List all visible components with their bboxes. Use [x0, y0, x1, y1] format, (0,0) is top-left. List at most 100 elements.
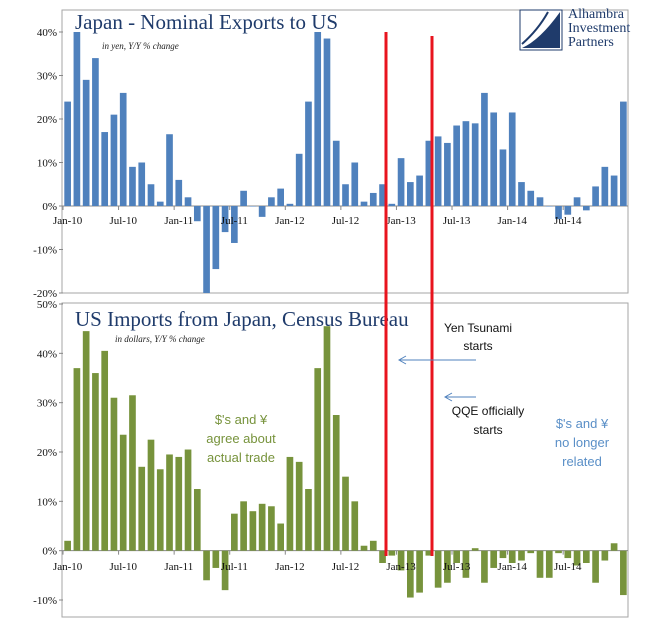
chart1-bar	[305, 101, 312, 206]
chart1-bar	[369, 192, 377, 206]
chart1-bar	[388, 203, 396, 206]
chart1-bar	[555, 206, 562, 220]
chart1-bar	[453, 125, 460, 206]
chart1-x-tick-label: Jan-12	[275, 215, 304, 227]
chart2-bar	[555, 550, 562, 554]
logo-line-3: Partners	[568, 35, 614, 50]
annotation-agree-l3: actual trade	[207, 450, 275, 465]
chart2-bar	[119, 434, 127, 551]
chart1-bar	[360, 201, 368, 206]
chart2-x-tick-label: Jan-12	[275, 561, 304, 573]
chart2-bar	[369, 540, 377, 551]
chart1-bar	[286, 203, 294, 206]
chart1-bar	[610, 175, 618, 206]
annotation-yen-tsunami-l1: Yen Tsunami	[444, 321, 512, 335]
chart2-bar	[434, 550, 442, 588]
chart1-y-tick-label: 40%	[37, 27, 57, 39]
chart1-y-tick-label: 20%	[37, 114, 57, 126]
chart2-bar	[620, 550, 627, 596]
chart1-bar	[379, 184, 386, 206]
chart1-bar	[203, 206, 210, 293]
chart2-x-tick-label: Jan-10	[53, 561, 83, 573]
chart1-x-tick-label: Jul-13	[443, 215, 471, 227]
chart1-bar	[471, 123, 479, 206]
chart1-y-tick-label: 10%	[37, 158, 57, 170]
chart2-bar	[573, 550, 581, 566]
chart2-bar	[601, 550, 609, 561]
chart1-bar	[545, 206, 553, 207]
chart1-bar	[193, 206, 201, 222]
chart1-bar	[620, 101, 627, 206]
chart2-x-tick-label: Jul-14	[554, 561, 582, 573]
chart1-bar	[101, 132, 109, 206]
logo-line-1: Alhambra	[568, 7, 624, 22]
chart1-x-axis: Jan-10 Jul-10 Jan-11 Jul-11 Jan-12 Jul-12 Jan-…	[53, 206, 582, 227]
chart2-bar	[425, 550, 433, 556]
arrow-yen-tsunami-head	[397, 355, 407, 365]
chart2-bar	[92, 373, 99, 551]
chart1-bar	[518, 182, 525, 206]
chart2-bar	[138, 466, 146, 551]
chart2-y-tick-label: 0%	[42, 546, 57, 558]
chart2-x-tick-label: Jul-11	[221, 561, 248, 573]
chart2-bar	[305, 489, 312, 551]
chart1-bar	[221, 206, 229, 233]
chart1-y-tick-label: -10%	[33, 245, 57, 257]
annotation-qqe-l1: QQE officially	[452, 404, 524, 418]
chart2-bar	[444, 550, 451, 583]
chart2-bar	[518, 550, 525, 561]
chart2-bar	[490, 550, 498, 568]
chart1-bar	[481, 92, 488, 206]
chart2-bar	[101, 350, 109, 551]
chart1-x-tick-label: Jul-12	[332, 215, 360, 227]
chart1-bar	[156, 201, 164, 206]
chart2-bar	[582, 550, 590, 563]
chart2-bar	[462, 550, 470, 578]
chart1-bar	[184, 197, 192, 206]
chart2-bar	[147, 439, 155, 551]
chart1-bar	[314, 32, 322, 206]
chart1-bar	[147, 184, 155, 206]
chart1-bar	[592, 186, 599, 206]
alhambra-logo-text: Alhambra Investment Partners	[568, 8, 630, 50]
chart2-x-axis: Jan-10 Jul-10 Jan-11 Jul-11 Jan-12 Jul-12 Jan-…	[53, 550, 582, 573]
chart2-bar	[388, 550, 396, 556]
chart1-bar	[582, 206, 590, 211]
chart2-bar	[129, 395, 136, 551]
chart1-bar	[277, 188, 284, 206]
chart1-bar	[416, 175, 423, 206]
chart2-title: US Imports from Japan, Census Bureau	[75, 307, 409, 331]
chart2-bar	[82, 331, 90, 551]
chart1-bar	[231, 206, 238, 243]
chart2-bar	[564, 550, 572, 559]
chart1-y-tick-label: -20%	[33, 288, 57, 300]
chart2-bar	[323, 326, 331, 551]
annotation-nolonger-l1: $'s and ¥	[556, 416, 609, 431]
logo-line-2: Investment	[568, 21, 631, 36]
annotation-qqe-l2: starts	[473, 423, 502, 437]
chart1-frame	[61, 9, 629, 294]
chart2-subtitle: in dollars, Y/Y % change	[115, 334, 205, 344]
chart2-frame	[61, 302, 629, 618]
chart1-bar	[175, 179, 183, 206]
chart2-bar	[527, 550, 535, 554]
chart2-bar	[221, 550, 229, 591]
arrow-qqe-head	[443, 392, 453, 402]
chart1-bar	[527, 190, 535, 206]
chart2-bar	[268, 506, 275, 551]
chart2-y-tick-label: 50%	[37, 299, 57, 311]
chart1-bars	[64, 32, 627, 293]
chart2-y-tick-label: 10%	[37, 496, 57, 508]
chart2-bar	[64, 540, 71, 551]
chart2-bar	[351, 501, 359, 551]
chart2-bar	[592, 550, 599, 583]
chart1-bar	[268, 197, 275, 206]
chart1-y-tick-label: 30%	[37, 71, 57, 83]
chart1-bar	[212, 206, 220, 270]
chart2-bar	[610, 543, 618, 551]
chart1-bar	[490, 112, 498, 206]
chart2-bar	[407, 550, 414, 598]
chart2-bar	[249, 511, 257, 551]
chart1-y-tick-label: 0%	[42, 201, 57, 213]
